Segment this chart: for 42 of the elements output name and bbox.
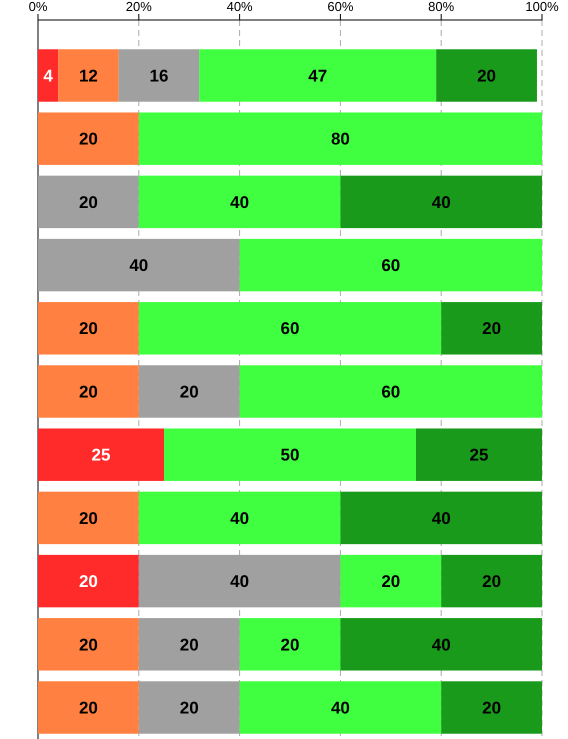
data-label: 20: [482, 572, 502, 592]
data-label: 40: [432, 508, 451, 528]
data-label: 20: [78, 382, 98, 402]
data-label: 40: [432, 192, 451, 212]
data-label: 25: [92, 446, 110, 465]
data-label: 20: [78, 572, 98, 592]
data-label: 20: [78, 635, 98, 654]
data-label: 60: [381, 256, 400, 276]
data-label: 20: [180, 635, 199, 654]
x-tick-label: 20%: [126, 0, 152, 14]
data-label: 20: [78, 130, 98, 149]
data-label: 20: [482, 319, 502, 338]
data-label: 25: [470, 446, 488, 465]
data-label: 4: [43, 66, 54, 86]
data-label: 20: [78, 508, 98, 528]
data-label: 20: [78, 192, 98, 212]
data-label: 40: [230, 572, 250, 592]
data-label: 20: [477, 66, 496, 86]
data-label: 20: [280, 635, 300, 654]
data-label: 40: [432, 635, 451, 654]
data-label: 16: [150, 66, 168, 86]
data-label: 40: [330, 698, 350, 718]
x-tick-label: 80%: [428, 0, 455, 14]
data-label: 20: [381, 572, 400, 592]
data-label: 12: [78, 66, 98, 86]
data-label: 20: [180, 382, 199, 402]
data-label: 40: [230, 192, 250, 212]
x-tick-label: 100%: [525, 0, 560, 14]
x-tick-label: 40%: [226, 0, 254, 14]
data-label: 80: [330, 130, 350, 149]
data-label: 20: [180, 698, 199, 718]
data-label: 40: [230, 508, 250, 528]
data-label: 40: [129, 256, 148, 276]
data-label: 20: [78, 319, 98, 338]
data-label: 20: [482, 698, 502, 718]
data-label: 20: [78, 698, 98, 718]
x-tick-label: 0%: [28, 0, 48, 14]
data-label: 47: [308, 66, 328, 86]
x-tick-label: 60%: [327, 0, 354, 14]
data-label: 60: [280, 319, 300, 338]
data-label: 60: [381, 382, 400, 402]
data-label: 50: [280, 446, 300, 465]
